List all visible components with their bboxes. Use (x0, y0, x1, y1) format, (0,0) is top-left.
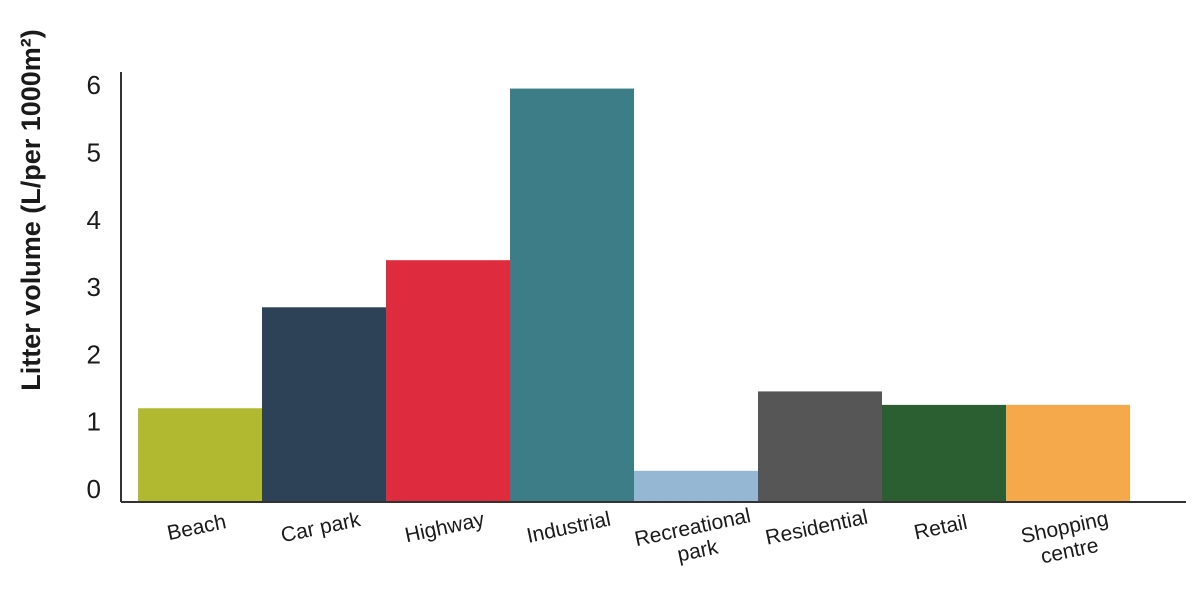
x-tick-label: Industrial (525, 508, 613, 548)
y-tick-label: 2 (87, 339, 101, 369)
bar-retail (882, 404, 1006, 502)
y-tick-label: 6 (87, 70, 101, 100)
x-axis-labels: Beach Car park Highway Industrial Recreation… (165, 504, 1111, 568)
y-tick-label: 3 (87, 272, 101, 302)
bar-shopping-centre (1006, 404, 1130, 502)
bar-industrial (510, 88, 634, 502)
x-tick-label-line: Beach (165, 510, 228, 545)
y-tick-label: 4 (87, 205, 101, 235)
x-tick-label-line: Retail (912, 511, 969, 545)
x-tick-label: Car park (279, 508, 363, 547)
bar-car-park (262, 307, 386, 502)
bar-beach (138, 408, 262, 502)
x-tick-label: Retail (912, 511, 969, 545)
x-tick-label-line: Industrial (525, 508, 613, 548)
y-tick-label: 0 (87, 474, 101, 504)
x-tick-label-line: Car park (279, 508, 363, 547)
x-tick-label: Residential (763, 506, 869, 550)
bar-residential (758, 391, 882, 502)
bars (138, 88, 1130, 502)
bar-highway (386, 260, 510, 502)
y-axis-title: Litter volume (L/per 1000m²) (16, 29, 46, 391)
bar-recreational-park (634, 470, 758, 502)
x-tick-label-line: Highway (403, 508, 487, 547)
y-axis-title-group: Litter volume (L/per 1000m²) (16, 29, 46, 391)
x-tick-label: Highway (403, 508, 487, 547)
y-tick-label: 1 (87, 407, 101, 437)
y-axis-ticks: 0 1 2 3 4 5 6 (87, 70, 101, 504)
x-tick-label-line: Residential (763, 506, 869, 550)
y-tick-label: 5 (87, 138, 101, 168)
x-tick-label: Beach (165, 510, 228, 545)
